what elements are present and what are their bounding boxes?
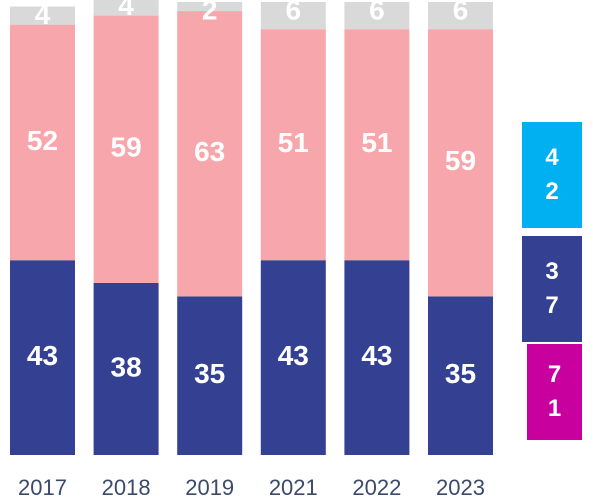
side-box: 42	[522, 122, 582, 228]
bar-segment	[428, 29, 493, 297]
data-label: 4	[118, 0, 134, 21]
side-box: 37	[522, 236, 582, 342]
data-label: 43	[278, 340, 309, 371]
x-tick-label: 2017	[18, 475, 67, 500]
data-label: 6	[369, 0, 385, 25]
bar-segment	[428, 296, 493, 455]
bar-segment	[177, 2, 243, 12]
x-tick-label: 2023	[436, 475, 485, 500]
data-label: 59	[445, 145, 476, 176]
data-label: 51	[361, 127, 392, 158]
data-label: 63	[194, 136, 225, 167]
bar-segment	[344, 29, 410, 261]
side-box-value: 71	[547, 361, 562, 422]
data-label: 35	[194, 358, 225, 389]
bar-segment	[428, 2, 493, 30]
data-label: 6	[286, 0, 302, 25]
data-label: 43	[361, 340, 392, 371]
x-tick-label: 2019	[185, 475, 234, 500]
bar-segment	[177, 11, 243, 297]
x-tick-label: 2018	[102, 475, 151, 500]
bar-segment	[10, 6, 75, 25]
data-label: 2	[202, 0, 218, 25]
x-tick-label: 2021	[269, 475, 318, 500]
bar-segment	[93, 15, 159, 283]
data-label: 35	[445, 358, 476, 389]
data-label: 6	[453, 0, 469, 25]
side-box-value: 42	[545, 144, 559, 205]
bar-segment	[260, 29, 326, 261]
data-label: 38	[111, 351, 142, 382]
bar-segment	[10, 260, 75, 455]
data-label: 52	[27, 125, 58, 156]
bar-segment	[10, 24, 75, 261]
data-label: 43	[27, 340, 58, 371]
bar-segment	[344, 260, 410, 455]
data-label: 51	[278, 127, 309, 158]
bar-segment	[260, 260, 326, 455]
bar-segment	[260, 2, 326, 30]
side-box-value: 37	[545, 258, 559, 319]
bar-segment	[93, 282, 159, 455]
bar-segment	[93, 0, 159, 16]
bar-segment	[177, 296, 243, 455]
data-label: 4	[35, 0, 51, 30]
data-label: 59	[111, 132, 142, 163]
bar-segment	[344, 2, 410, 30]
x-tick-label: 2022	[352, 475, 401, 500]
side-box: 71	[527, 344, 582, 440]
